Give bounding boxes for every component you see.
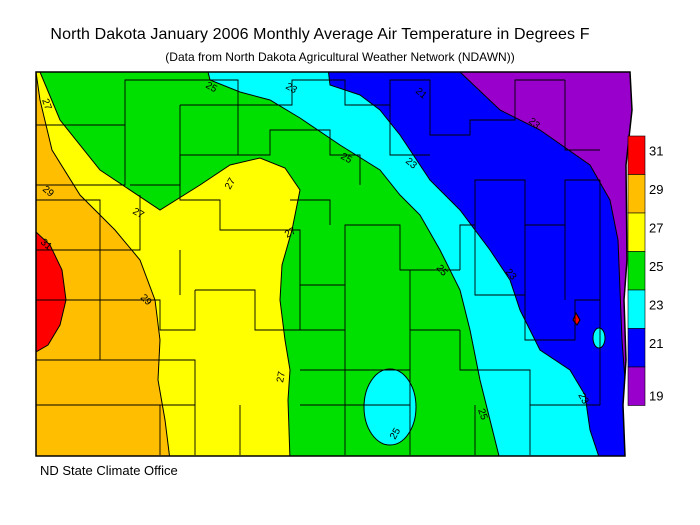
legend-swatch xyxy=(627,328,646,368)
contour-lines xyxy=(36,72,626,456)
legend-label: 21 xyxy=(649,336,663,351)
band-31-plus xyxy=(36,230,66,352)
legend-swatch xyxy=(627,366,646,406)
legend-label: 29 xyxy=(649,182,663,197)
legend-label: 31 xyxy=(649,143,663,158)
legend: 31 29 27 25 23 21 19 xyxy=(627,135,663,406)
legend-swatch xyxy=(627,212,646,252)
legend-label: 25 xyxy=(649,259,663,274)
band-29-31 xyxy=(36,72,170,456)
legend-label: 27 xyxy=(649,220,663,235)
credit-text: ND State Climate Office xyxy=(40,463,178,478)
legend-label: 19 xyxy=(649,388,663,403)
contour-label: 27 xyxy=(275,370,288,383)
contour-label: 27 xyxy=(283,225,299,240)
legend-swatch xyxy=(627,251,646,291)
band-23-25-island xyxy=(364,369,416,445)
contour-label: 23 xyxy=(575,391,590,407)
contour-label: 27 xyxy=(223,176,238,192)
contour-label: 25 xyxy=(204,80,220,95)
legend-swatch xyxy=(627,289,646,329)
map-subtitle: (Data from North Dakota Agricultural Wea… xyxy=(165,50,515,64)
contour-label: 27 xyxy=(39,97,53,112)
county-boundaries xyxy=(36,79,601,455)
contour-label: 27 xyxy=(131,206,147,221)
state-outline xyxy=(35,71,633,457)
map-title: North Dakota January 2006 Monthly Averag… xyxy=(50,26,590,43)
contour-label: 25 xyxy=(388,426,403,442)
legend-swatch xyxy=(627,174,646,214)
contour-label: 23 xyxy=(284,81,300,96)
contour-label: 25 xyxy=(475,407,489,422)
band-23-25-spot xyxy=(593,328,605,348)
contour-label: 25 xyxy=(339,151,355,166)
legend-swatch xyxy=(627,135,646,175)
legend-label: 23 xyxy=(649,297,663,312)
